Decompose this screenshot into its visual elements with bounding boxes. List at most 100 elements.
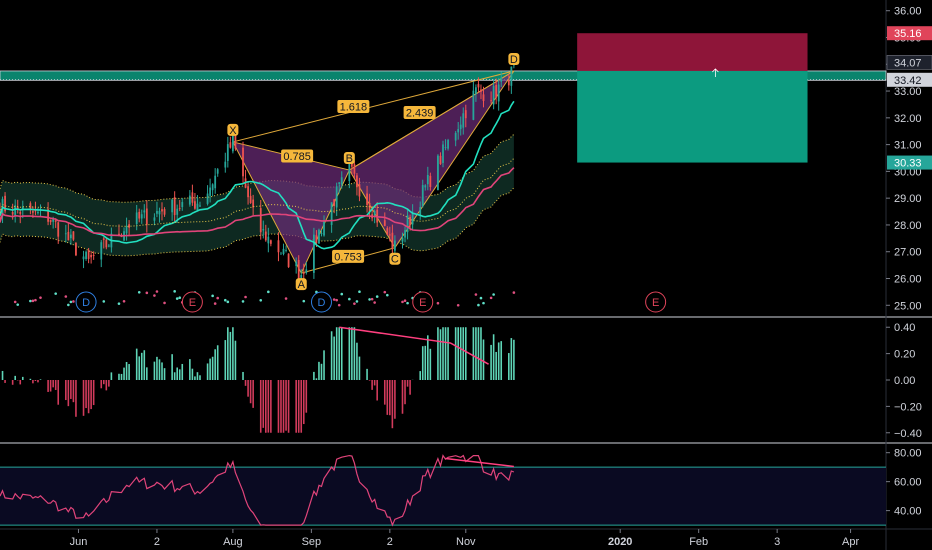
candle-body [19,211,22,214]
resistance-zone[interactable] [0,70,887,81]
axes: 36.0035.0034.0033.0032.0031.0030.0029.00… [70,6,932,548]
fib-ratio-label[interactable]: 1.618 [337,99,370,114]
volume-dot [335,298,338,302]
volume-dot [474,293,478,296]
volume-dot [163,301,166,305]
rsi-tick-label: 40.00 [894,506,922,518]
volume-dot [512,291,516,294]
candle-body [447,140,449,149]
price-tag-label: 35.16 [894,28,922,40]
volume-dot [69,300,73,304]
volume-dot [178,296,182,300]
candle-body [320,233,323,234]
histogram-panel[interactable] [0,326,515,433]
candle-body [206,193,209,204]
fib-ratio-label[interactable]: 2.439 [403,106,436,120]
fib-ratio-label[interactable]: 0.785 [281,149,314,163]
candle-body [194,201,196,209]
earnings-marker-label: E [189,297,196,309]
volume-dot [64,295,68,298]
candle-body [302,272,305,274]
candle-body [454,132,457,141]
candle-body [231,135,234,152]
candle-body [226,144,229,161]
candle-body [14,205,17,216]
pink-moving-average [0,167,515,237]
candle-body [32,211,34,213]
candle-body [92,255,95,256]
volume-dot [39,296,42,299]
price-tag-bg [887,26,932,41]
pattern-bd-line [349,70,515,171]
earnings-marker[interactable]: E [181,291,203,313]
candle-body [497,84,500,102]
volume-dot [122,299,126,303]
candle-body [54,220,57,222]
candle-body [269,240,272,244]
earnings-marker-label: E [419,297,426,309]
volume-dot [223,298,227,302]
pattern-label-text: C [391,254,399,266]
volume-dot [211,294,214,298]
pattern-point-x[interactable]: X [227,123,239,137]
price-tick-label: 27.00 [894,247,922,259]
candle-body [442,144,444,163]
candle-body [145,208,148,225]
candle-body [163,209,166,215]
candle-body [287,253,290,268]
earnings-marker[interactable]: E [412,291,434,313]
pattern-point-d[interactable]: D [508,52,520,66]
pattern-label-bg [343,152,355,165]
candle-body [107,245,110,247]
price-tick-label: 25.00 [894,300,922,312]
candle-body [211,184,214,191]
volume-dot [29,299,32,303]
fib-ratio-label[interactable]: 0.753 [332,249,365,263]
volume-dot [401,300,404,304]
pattern-label-text: X [229,125,237,137]
candle-body [297,259,300,279]
pattern-label-bg [389,252,401,265]
pattern-label-text: B [346,153,353,165]
candle-body [29,203,32,209]
fib-ratio-text: 0.785 [283,151,311,163]
candle-body [191,192,194,203]
candle-body [305,269,308,273]
dividend-marker[interactable]: D [310,291,332,313]
volume-dot [383,290,387,294]
candle-body [368,202,371,213]
pattern-point-b[interactable]: B [343,152,355,165]
candle-body [421,185,424,207]
candle-body [426,175,429,185]
candle-body [280,253,282,255]
dividend-marker-ring [75,291,97,313]
candle-body [348,162,351,182]
histogram-bars [1,327,515,433]
pattern-point-c[interactable]: C [389,252,401,266]
dividend-marker[interactable]: D [75,291,97,313]
volume-dot [267,290,270,294]
rsi-panel[interactable] [0,454,886,527]
candle-body [138,211,141,219]
profit-target-zone[interactable] [577,70,808,163]
candle-body [188,195,191,205]
candle-body [49,219,52,223]
pattern-xd-line [232,70,515,143]
candle-body [338,182,341,185]
candle-body [264,231,267,241]
volume-dot [337,303,341,307]
candle-body [394,240,396,251]
pattern-point-a[interactable]: A [295,278,307,291]
volume-dot [489,296,493,300]
volume-dot [406,301,409,305]
earnings-marker[interactable]: E [645,291,667,313]
dividend-marker-label: D [82,297,90,309]
candle-body [140,214,143,219]
price-panel[interactable]: X A B C D 0.785 0.753 1.618 2.439 D E D E E [0,33,887,313]
candle-body [252,199,255,208]
volume-dot [34,298,37,302]
stop-loss-zone[interactable] [577,33,808,71]
volume-dot [241,300,245,303]
volume-dot [31,299,35,303]
